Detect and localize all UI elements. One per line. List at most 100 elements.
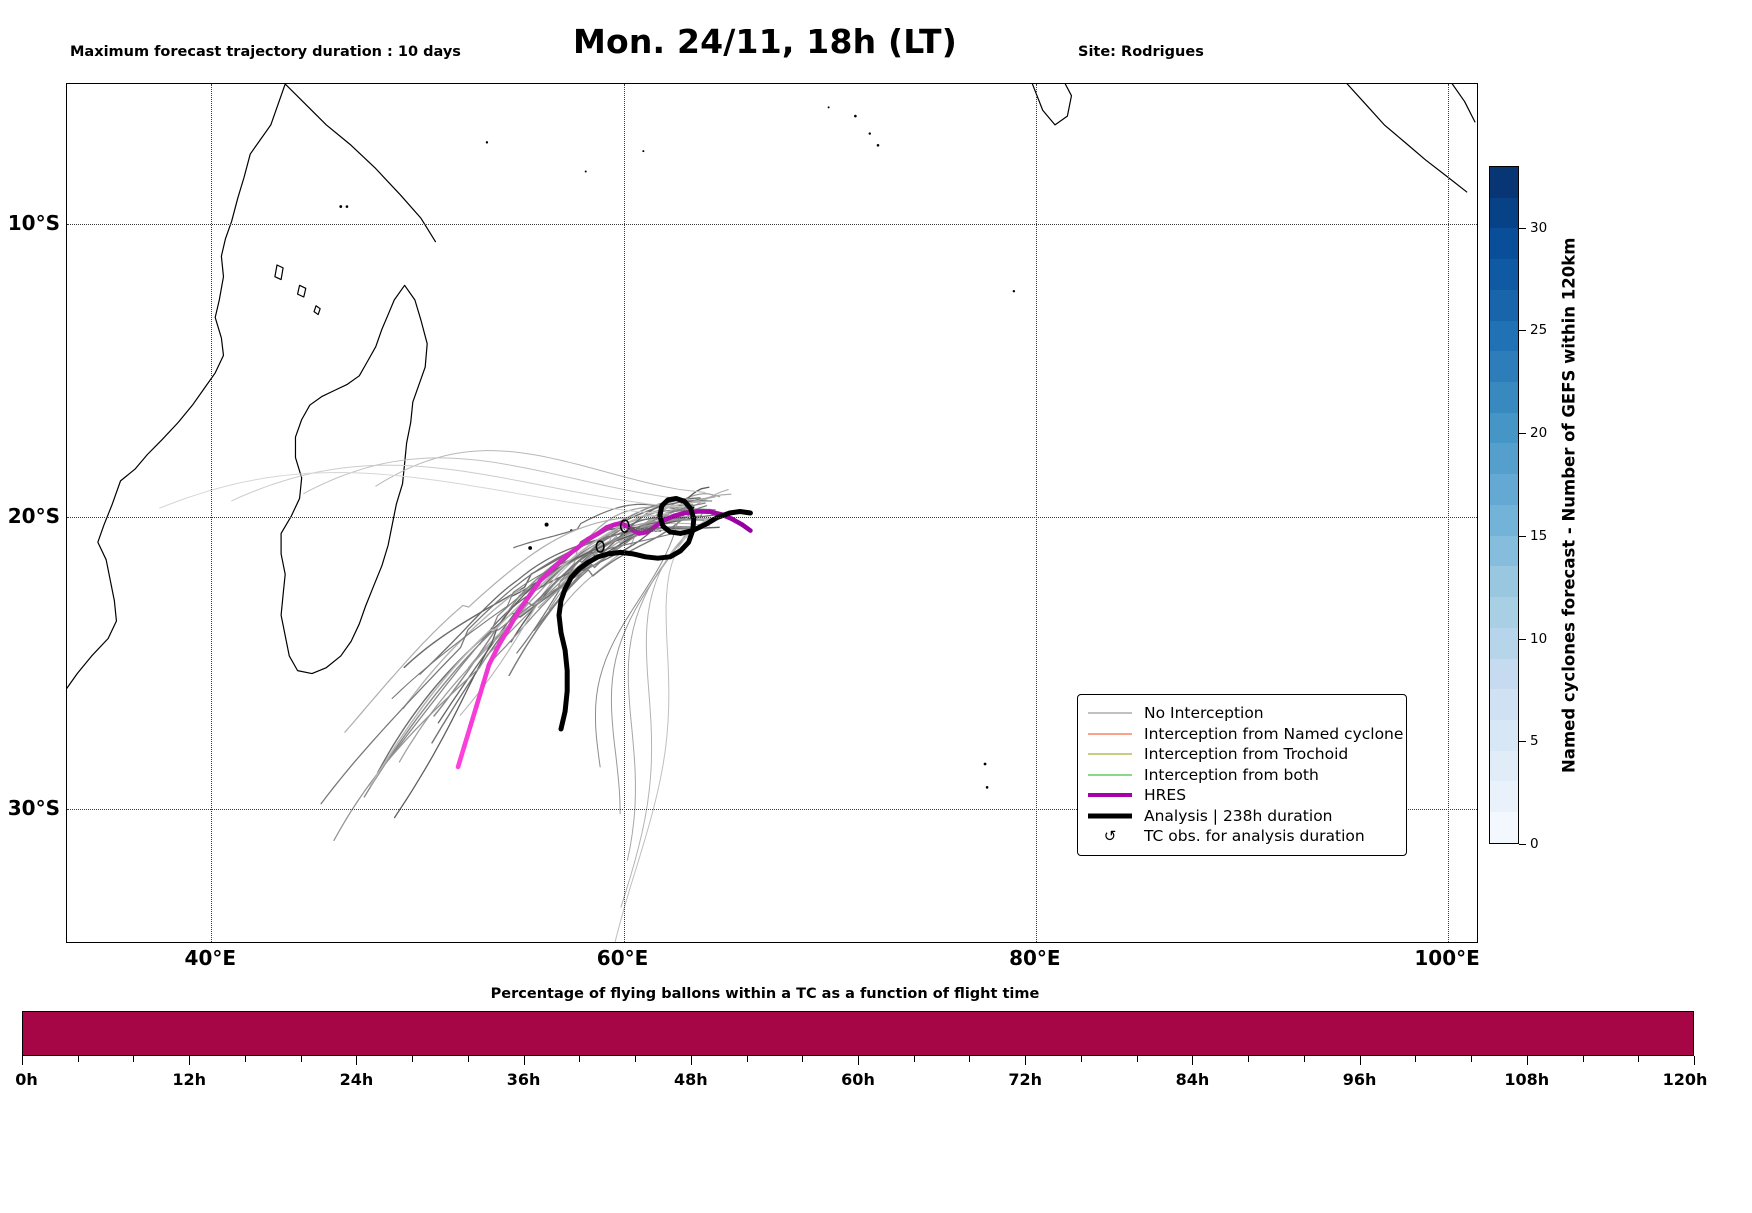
colorbar-tick-30 [1519, 227, 1526, 229]
percentage-bar-axes[interactable] [22, 1011, 1694, 1056]
pct-tick-76 [1080, 1056, 1082, 1062]
legend-item-5[interactable]: Analysis | 238h duration [1086, 806, 1396, 827]
colorbar-tick-label-20: 20 [1530, 425, 1548, 442]
legend-item-2[interactable]: Interception from Trochoid [1086, 744, 1396, 765]
pct-tick-8 [133, 1056, 135, 1062]
pct-tick-44 [635, 1056, 637, 1062]
pct-tick-56 [802, 1056, 804, 1062]
colorbar-tick-25 [1519, 330, 1526, 332]
colorbar-tick-5 [1519, 741, 1526, 743]
ensemble-trajectory [513, 503, 709, 549]
colorbar-band [1490, 259, 1518, 290]
hres-trajectory [474, 682, 486, 708]
pct-tick-24 [356, 1056, 358, 1065]
pct-tick-label-96: 96h [1342, 1070, 1377, 1089]
percentage-bar-fill [23, 1012, 1693, 1055]
pct-tick-label-36: 36h [506, 1070, 541, 1089]
ensemble-trajectory [419, 514, 717, 675]
pct-tick-108 [1526, 1056, 1528, 1065]
legend-item-label: Interception from Trochoid [1144, 745, 1349, 764]
legend-line-swatch [1086, 785, 1134, 805]
legend-item-4[interactable]: HRES [1086, 785, 1396, 806]
pct-tick-60 [858, 1056, 859, 1065]
colorbar-band [1490, 689, 1518, 720]
pct-tick-36 [523, 1056, 525, 1065]
colorbar-tick-15 [1519, 535, 1526, 537]
legend-item-label: No Interception [1144, 704, 1264, 723]
pct-tick-116 [1638, 1056, 1640, 1062]
pct-tick-16 [244, 1056, 246, 1062]
hres-trajectory [496, 624, 512, 647]
pct-tick-80 [1136, 1056, 1138, 1062]
legend-item-3[interactable]: Interception from both [1086, 765, 1396, 786]
colorbar-tick-label-25: 25 [1530, 322, 1548, 339]
pct-tick-label-72: 72h [1008, 1070, 1043, 1089]
legend-item-6[interactable]: ↺ TC obs. for analysis duration [1086, 826, 1396, 847]
legend-item-label: Interception from Named cyclone [1144, 724, 1404, 743]
legend-item-1[interactable]: Interception from Named cyclone [1086, 724, 1403, 745]
colorbar-band [1490, 474, 1518, 505]
colorbar-band [1490, 658, 1518, 690]
colorbar-tick-label-0: 0 [1530, 836, 1539, 852]
legend-item-label: HRES [1144, 786, 1187, 805]
colorbar-band [1490, 597, 1518, 628]
colorbar-tick-label-10: 10 [1530, 630, 1548, 647]
legend-line-swatch [1086, 724, 1134, 744]
ensemble-trajectory [437, 515, 703, 724]
ensemble-trajectory [375, 450, 706, 494]
gridline-lat--30 [67, 809, 1477, 811]
pct-tick-label-12: 12h [172, 1070, 207, 1089]
ytick-label-20: 20°S [7, 503, 60, 528]
ensemble-trajectory [363, 514, 685, 798]
ensemble-trajectory [626, 515, 721, 861]
pct-tick-0 [22, 1056, 23, 1065]
xtick-label-60: 60°E [596, 946, 649, 970]
hres-trajectory [455, 744, 467, 770]
colorbar-band [1490, 627, 1518, 659]
colorbar-band [1490, 812, 1518, 843]
page-title: Mon. 24/11, 18h (LT) [572, 22, 958, 61]
ytick-label-30: 30°S [7, 796, 60, 821]
ensemble-trajectory [594, 503, 694, 768]
colorbar-band [1490, 504, 1518, 536]
hres-trajectory [480, 662, 492, 688]
hres-trajectory [739, 522, 753, 533]
colorbar[interactable]: 5 10 15 20 25 30 0 [1489, 166, 1547, 852]
pct-tick-label-48: 48h [673, 1070, 708, 1089]
xtick-label-40: 40°E [184, 946, 237, 970]
ensemble-trajectory [159, 471, 675, 515]
colorbar-title: Named cyclones forecast - Number of GEFS… [1559, 237, 1579, 773]
gridline-lat--20 [67, 516, 1477, 518]
ensemble-trajectory [320, 526, 698, 805]
colorbar-band [1490, 167, 1518, 198]
hres-trajectory [468, 703, 479, 729]
legend-item-0[interactable]: No Interception [1086, 703, 1396, 724]
pct-tick-52 [746, 1056, 748, 1062]
colorbar-tick-label-15: 15 [1530, 527, 1548, 544]
gridline-lon-100 [1448, 84, 1450, 942]
ensemble-trajectory [398, 518, 707, 763]
pct-tick-96 [1359, 1056, 1361, 1065]
legend-line-swatch [1086, 765, 1134, 785]
gridline-lat--10 [67, 224, 1477, 226]
pct-tick-label-0: 0h [15, 1070, 38, 1089]
pct-tick-28 [412, 1056, 414, 1062]
colorbar-band [1490, 351, 1518, 383]
ensemble-trajectory [431, 516, 688, 744]
ensemble-trajectory [620, 521, 715, 908]
tc-obs-marker [619, 519, 630, 533]
hres-trajectory [527, 577, 543, 598]
map-canvas: Rodrigues [67, 84, 1476, 942]
hres-trajectory [507, 606, 523, 630]
gridline-lon-40 [211, 84, 213, 942]
pct-tick-92 [1303, 1056, 1305, 1062]
colorbar-band [1490, 781, 1518, 813]
colorbar-band [1490, 719, 1518, 751]
map-legend[interactable]: No Interception Interception from Named c… [1077, 694, 1407, 856]
pct-tick-100 [1415, 1056, 1417, 1062]
colorbar-band [1490, 197, 1518, 229]
pct-tick-label-84: 84h [1175, 1070, 1210, 1089]
xtick-label-100: 100°E [1414, 946, 1480, 970]
analysis-trajectory [556, 495, 753, 732]
colorbar-gradient [1489, 166, 1519, 844]
